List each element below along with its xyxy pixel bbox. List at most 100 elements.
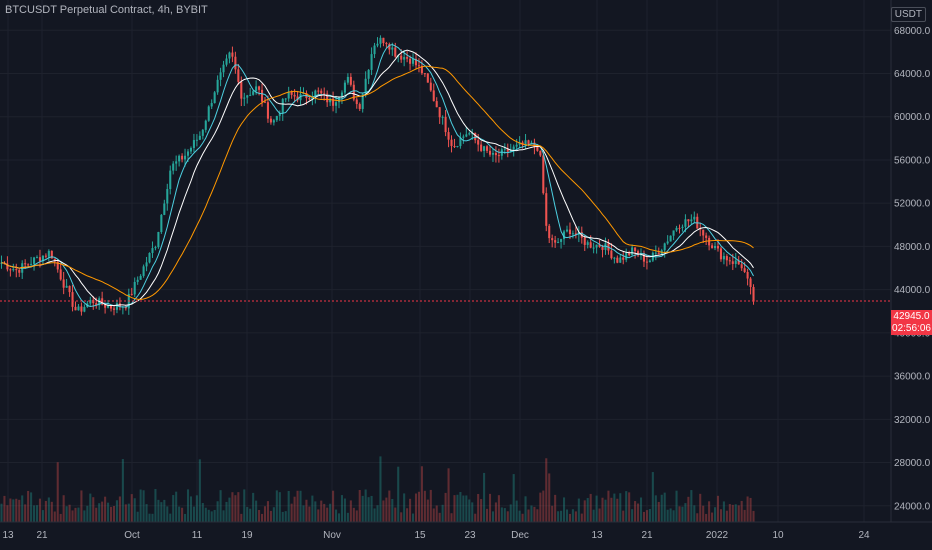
volume-bar — [361, 495, 364, 522]
volume-bar — [231, 492, 234, 522]
moving-average-lines — [1, 43, 754, 308]
volume-bar — [104, 496, 107, 522]
volume-bar — [71, 510, 74, 522]
volume-bar — [272, 507, 275, 522]
candle-body — [586, 242, 589, 245]
volume-bar — [59, 513, 62, 522]
volume-bar — [728, 504, 731, 522]
candle-body — [12, 269, 15, 271]
volume-bar — [178, 506, 181, 522]
candle-body — [459, 137, 462, 147]
volume-bar — [24, 504, 27, 522]
price-axis: 68000.0 64000.0 60000.0 56000.0 52000.0 48000… — [894, 26, 931, 513]
volume-bar — [335, 509, 338, 522]
volume-bar — [663, 492, 666, 522]
candle-body — [80, 306, 83, 312]
candle-body — [355, 99, 358, 105]
time-tick-label: 23 — [464, 530, 476, 541]
candle-body — [139, 275, 142, 280]
candle-body — [56, 261, 59, 270]
candle-body — [542, 155, 545, 194]
candle-body — [702, 229, 705, 236]
volume-bar — [711, 512, 714, 522]
time-tick-label: 2022 — [706, 530, 729, 541]
candle-body — [483, 146, 486, 151]
volume-bar — [651, 472, 654, 522]
candle-body — [44, 255, 47, 257]
candle-countdown: 02:56:06 — [891, 323, 932, 335]
volume-bar — [107, 502, 110, 522]
candle-body — [713, 245, 717, 249]
candle-body — [71, 292, 74, 307]
candle-body — [335, 102, 338, 106]
volume-bar — [47, 497, 50, 522]
volume-bar — [705, 513, 708, 522]
volume-bar — [737, 505, 740, 522]
volume-bar — [388, 490, 391, 522]
candle-body — [35, 257, 39, 259]
candle-body — [219, 72, 222, 80]
volume-bar — [657, 501, 660, 522]
candle-body — [548, 225, 551, 239]
candle-body — [296, 96, 299, 101]
volume-bar — [30, 492, 33, 522]
volume-bar — [565, 509, 569, 522]
volume-bar — [349, 500, 352, 522]
volume-bar — [275, 490, 278, 522]
volume-bar — [130, 494, 133, 522]
candle-body — [109, 305, 113, 309]
volume-bar — [142, 490, 145, 522]
volume-bar — [554, 494, 557, 522]
price-tick-label: 24000.0 — [894, 501, 931, 512]
candle-body — [178, 155, 181, 162]
volume-bar — [740, 500, 743, 522]
volume-bar — [207, 509, 210, 522]
volume-bar — [616, 498, 619, 522]
volume-bar — [462, 495, 465, 522]
candle-body — [0, 262, 3, 264]
volume-bar — [642, 511, 646, 522]
candle-body — [299, 94, 302, 101]
candle-body — [601, 246, 604, 250]
time-tick-label: 11 — [192, 530, 203, 541]
volume-bar — [719, 509, 722, 522]
candle-body — [266, 102, 269, 119]
candle-body — [115, 303, 118, 310]
volume-bar — [89, 493, 92, 522]
volume-bar — [27, 490, 30, 522]
candle-body — [684, 219, 687, 227]
candle-body — [551, 238, 554, 241]
candle-body — [488, 150, 492, 155]
volume-bar — [337, 513, 341, 522]
candle-body — [539, 150, 542, 156]
volume-bar — [172, 495, 175, 522]
volume-bar — [586, 498, 589, 522]
candle-body — [509, 149, 512, 152]
volume-bar — [580, 513, 583, 522]
volume-bar — [12, 499, 15, 522]
candle-body — [38, 257, 42, 262]
volume-bar — [725, 510, 728, 522]
candle-body — [136, 279, 139, 282]
candle-body — [486, 146, 489, 151]
candle-body — [462, 136, 465, 138]
volume-bar — [145, 504, 148, 522]
candle-body — [388, 43, 391, 50]
volume-bar — [320, 500, 323, 522]
quote-unit-button[interactable]: USDT — [890, 7, 926, 22]
volume-bar — [722, 501, 725, 522]
candle-body — [376, 43, 379, 46]
volume-bar — [0, 503, 3, 522]
candle-body — [740, 264, 743, 269]
volume-bar — [491, 511, 495, 522]
volume-bar — [340, 495, 344, 522]
candle-body — [284, 98, 287, 100]
volume-bar — [690, 490, 693, 522]
volume-bar — [530, 505, 533, 522]
volume-bar — [716, 495, 720, 522]
candle-body — [130, 293, 133, 295]
candle-body — [169, 170, 172, 190]
candle-body — [678, 227, 681, 229]
volume-bar — [234, 495, 237, 522]
